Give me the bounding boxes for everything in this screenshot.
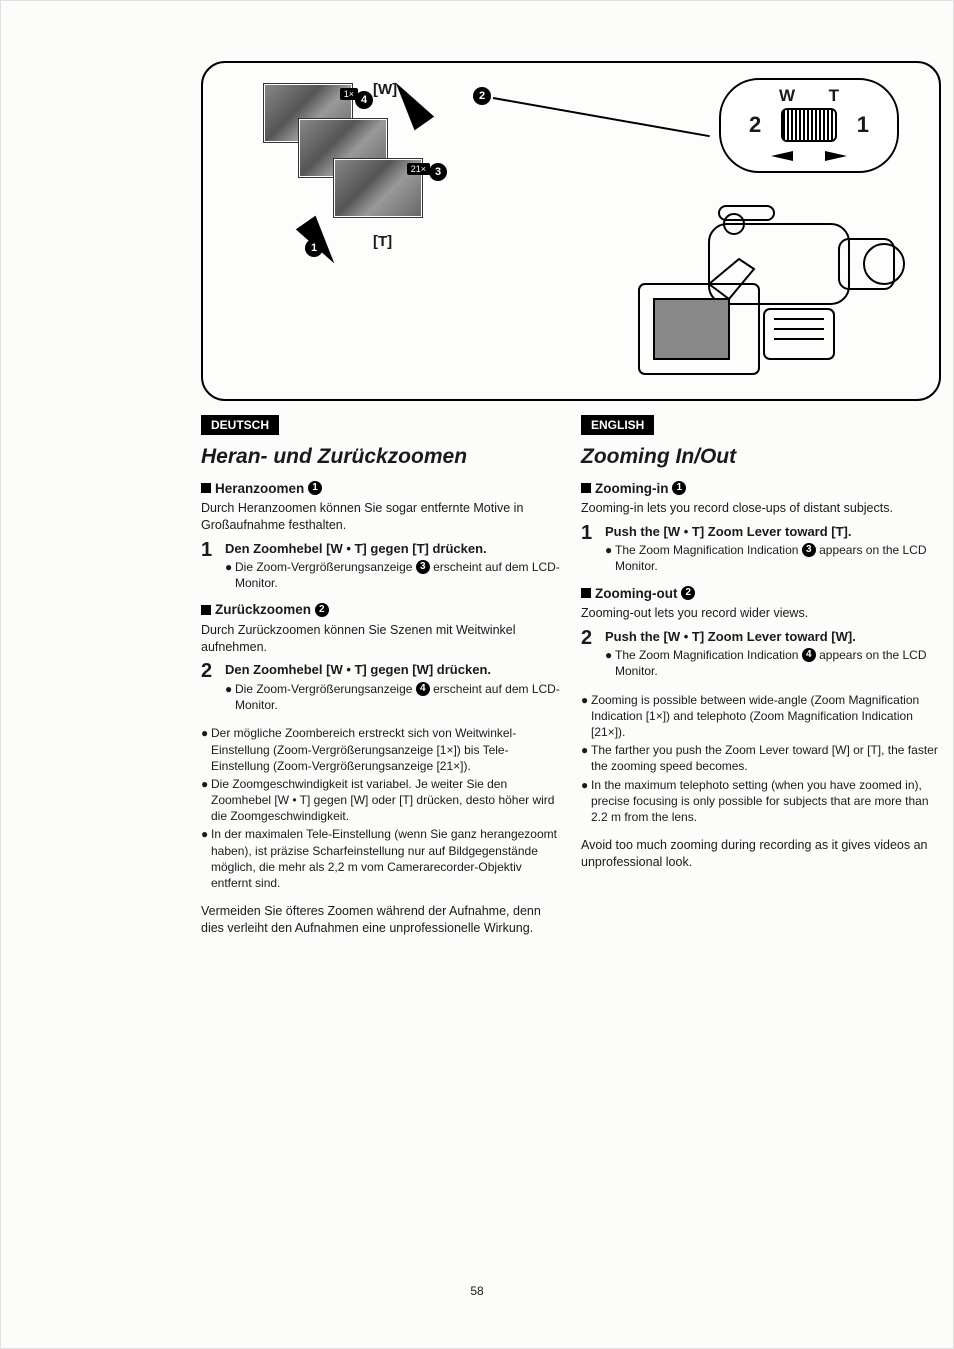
bullet-dot-icon: ● (605, 647, 615, 679)
square-bullet-icon (581, 483, 591, 493)
thumb-tele: 21× (333, 158, 423, 218)
zoom-lever-icon (781, 108, 837, 142)
de-sect2-head: Zurückzoomen 2 (201, 601, 561, 619)
en-sect2-intro: Zooming-out lets you record wider views. (581, 605, 941, 622)
widget-T: T (829, 86, 839, 106)
bullet-dot-icon: ● (201, 725, 211, 774)
de-note: Vermeiden Sie öfteres Zoomen während der… (201, 903, 561, 937)
en-step2: 2 Push the [W • T] Zoom Lever toward [W]… (581, 628, 941, 682)
camcorder-illustration (589, 194, 909, 384)
bullet-dot-icon: ● (201, 826, 211, 891)
list-item: ●The farther you push the Zoom Lever tow… (581, 742, 941, 774)
ref-circle: 3 (416, 560, 430, 574)
en-step2-bullet: ● The Zoom Magnification Indication 4 ap… (605, 647, 941, 679)
list-item: ●In der maximalen Tele-Einstellung (wenn… (201, 826, 561, 891)
de-step2-bullet: ● Die Zoom-Vergrößerungsanzeige 4 ersche… (225, 681, 561, 713)
de-sect1-head: Heranzoomen 1 (201, 480, 561, 498)
manual-page: 1× 21× [W] [T] 1 2 3 4 W T 2 1 (0, 0, 954, 1349)
widget-W: W (779, 86, 795, 106)
zoom-21x-label: 21× (407, 163, 430, 175)
marker-4: 4 (355, 91, 373, 109)
de-step1: 1 Den Zoomhebel [W • T] gegen [T] drücke… (201, 540, 561, 594)
arrow-left-icon (771, 151, 793, 161)
bullet-dot-icon: ● (581, 777, 591, 826)
en-step2-title: Push the [W • T] Zoom Lever toward [W]. (605, 628, 941, 646)
list-item: ●Die Zoomgeschwindigkeit ist variabel. J… (201, 776, 561, 825)
bullet-dot-icon: ● (225, 681, 235, 713)
en-step1: 1 Push the [W • T] Zoom Lever toward [T]… (581, 523, 941, 577)
list-item: ●Zooming is possible between wide-angle … (581, 692, 941, 741)
de-step2: 2 Den Zoomhebel [W • T] gegen [W] drücke… (201, 661, 561, 715)
en-step1-bullet: ● The Zoom Magnification Indication 3 ap… (605, 542, 941, 574)
label-T: [T] (373, 233, 392, 250)
en-sect2-head: Zooming-out 2 (581, 585, 941, 603)
bullet-dot-icon: ● (605, 542, 615, 574)
lang-tag-en: ENGLISH (581, 415, 654, 435)
title-en: Zooming In/Out (581, 443, 941, 471)
square-bullet-icon (201, 605, 211, 615)
title-de: Heran- und Zurückzoomen (201, 443, 561, 471)
leader-line (493, 97, 710, 137)
de-step2-title: Den Zoomhebel [W • T] gegen [W] drücken. (225, 661, 561, 679)
column-deutsch: DEUTSCH Heran- und Zurückzoomen Heranzoo… (201, 415, 561, 937)
en-note: Avoid too much zooming during recording … (581, 837, 941, 871)
bullet-dot-icon: ● (201, 776, 211, 825)
marker-2: 2 (473, 87, 491, 105)
step-number: 1 (581, 523, 597, 577)
marker-3: 3 (429, 163, 447, 181)
zoom-lever-widget: W T 2 1 (719, 78, 899, 173)
column-english: ENGLISH Zooming In/Out Zooming-in 1 Zoom… (581, 415, 941, 937)
step-number: 1 (201, 540, 217, 594)
widget-2: 2 (749, 112, 761, 138)
ref-circle: 3 (802, 543, 816, 557)
square-bullet-icon (581, 588, 591, 598)
ref-circle: 1 (672, 481, 686, 495)
en-step1-title: Push the [W • T] Zoom Lever toward [T]. (605, 523, 941, 541)
de-step1-title: Den Zoomhebel [W • T] gegen [T] drücken. (225, 540, 561, 558)
de-sect2-intro: Durch Zurückzoomen können Sie Szenen mit… (201, 622, 561, 656)
list-item: ●Der mögliche Zoombereich erstreckt sich… (201, 725, 561, 774)
text-columns: DEUTSCH Heran- und Zurückzoomen Heranzoo… (201, 415, 941, 937)
de-bullets: ●Der mögliche Zoombereich erstreckt sich… (201, 725, 561, 891)
en-sect1-intro: Zooming-in lets you record close-ups of … (581, 500, 941, 517)
ref-circle: 2 (681, 586, 695, 600)
bullet-dot-icon: ● (581, 742, 591, 774)
ref-circle: 1 (308, 481, 322, 495)
en-bullets: ●Zooming is possible between wide-angle … (581, 692, 941, 826)
lang-tag-de: DEUTSCH (201, 415, 279, 435)
de-step1-bullet: ● Die Zoom-Vergrößerungsanzeige 3 ersche… (225, 559, 561, 591)
list-item: ●In the maximum telephoto setting (when … (581, 777, 941, 826)
step-number: 2 (581, 628, 597, 682)
marker-1: 1 (305, 239, 323, 257)
en-sect1-head: Zooming-in 1 (581, 480, 941, 498)
widget-1: 1 (857, 112, 869, 138)
ref-circle: 2 (315, 603, 329, 617)
label-W: [W] (373, 81, 397, 98)
square-bullet-icon (201, 483, 211, 493)
ref-circle: 4 (416, 682, 430, 696)
de-sect1-intro: Durch Heranzoomen können Sie sogar entfe… (201, 500, 561, 534)
step-number: 2 (201, 661, 217, 715)
content-area: 1× 21× [W] [T] 1 2 3 4 W T 2 1 (201, 61, 941, 937)
ref-circle: 4 (802, 648, 816, 662)
arrow-right-icon (825, 151, 847, 161)
page-number: 58 (1, 1284, 953, 1298)
zoom-figure: 1× 21× [W] [T] 1 2 3 4 W T 2 1 (201, 61, 941, 401)
bullet-dot-icon: ● (225, 559, 235, 591)
bullet-dot-icon: ● (581, 692, 591, 741)
